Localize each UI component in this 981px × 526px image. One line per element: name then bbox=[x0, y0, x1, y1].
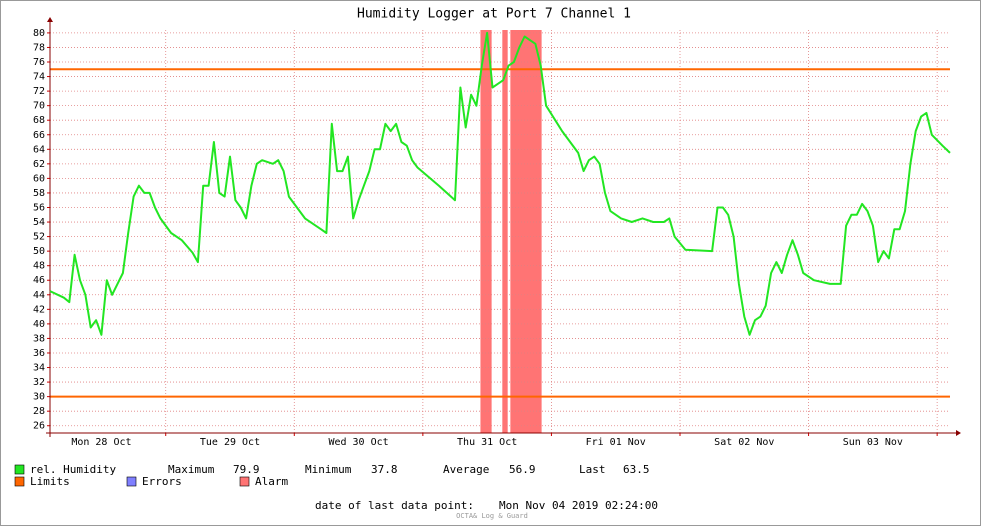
y-tick-label: 66 bbox=[33, 130, 45, 141]
stat-label: Last bbox=[579, 463, 606, 476]
x-tick-label: Mon 28 Oct bbox=[71, 437, 131, 448]
y-tick-label: 64 bbox=[33, 144, 45, 155]
legend-label: Errors bbox=[142, 475, 182, 488]
y-tick-label: 28 bbox=[33, 406, 45, 417]
y-tick-label: 70 bbox=[33, 101, 45, 112]
x-tick-label: Thu 31 Oct bbox=[457, 437, 517, 448]
chart-title: Humidity Logger at Port 7 Channel 1 bbox=[357, 7, 631, 22]
legend-swatch bbox=[239, 476, 250, 487]
y-tick-label: 74 bbox=[33, 72, 45, 83]
x-tick-label: Tue 29 Oct bbox=[200, 437, 260, 448]
footer-label: date of last data point: bbox=[315, 499, 474, 512]
alarm-band bbox=[510, 30, 542, 433]
y-tick-label: 26 bbox=[33, 421, 45, 432]
stat-value: 37.8 bbox=[371, 463, 398, 476]
y-tick-label: 56 bbox=[33, 202, 45, 213]
y-tick-label: 46 bbox=[33, 275, 45, 286]
y-tick-label: 42 bbox=[33, 304, 45, 315]
x-tick-label: Fri 01 Nov bbox=[586, 437, 646, 448]
x-tick-label: Wed 30 Oct bbox=[328, 437, 388, 448]
y-tick-label: 32 bbox=[33, 377, 45, 388]
y-tick-label: 36 bbox=[33, 348, 45, 359]
alarm-band bbox=[502, 30, 508, 433]
y-tick-label: 58 bbox=[33, 188, 45, 199]
y-tick-label: 50 bbox=[33, 246, 45, 257]
alarm-band bbox=[480, 30, 492, 433]
y-tick-label: 76 bbox=[33, 57, 45, 68]
y-tick-label: 60 bbox=[33, 173, 45, 184]
y-tick-label: 48 bbox=[33, 261, 45, 272]
stat-label: Maximum bbox=[168, 463, 215, 476]
x-tick-label: Sun 03 Nov bbox=[843, 437, 903, 448]
data-line bbox=[49, 31, 951, 336]
y-tick-label: 72 bbox=[33, 86, 45, 97]
legend-swatch bbox=[14, 464, 25, 475]
y-tick-label: 38 bbox=[33, 333, 45, 344]
stat-label: Minimum bbox=[305, 463, 352, 476]
legend-label: Limits bbox=[30, 475, 70, 488]
y-tick-label: 40 bbox=[33, 319, 45, 330]
legend-label: Alarm bbox=[255, 475, 288, 488]
y-tick-label: 68 bbox=[33, 115, 45, 126]
y-tick-label: 62 bbox=[33, 159, 45, 170]
stat-value: 79.9 bbox=[233, 463, 260, 476]
watermark: OCTA& Log & Guard bbox=[456, 512, 528, 520]
y-tick-label: 30 bbox=[33, 392, 45, 403]
legend-swatch bbox=[14, 476, 25, 487]
footer-value: Mon Nov 04 2019 02:24:00 bbox=[499, 499, 658, 512]
legend-swatch bbox=[126, 476, 137, 487]
y-tick-label: 52 bbox=[33, 232, 45, 243]
stat-label: Average bbox=[443, 463, 489, 476]
axis-arrow bbox=[47, 17, 53, 22]
stat-value: 63.5 bbox=[623, 463, 650, 476]
y-tick-label: 78 bbox=[33, 42, 45, 53]
x-tick-label: Sat 02 Nov bbox=[714, 437, 774, 448]
y-tick-label: 34 bbox=[33, 363, 45, 374]
y-tick-label: 44 bbox=[33, 290, 45, 301]
legend-label: rel. Humidity bbox=[30, 463, 116, 476]
y-tick-label: 54 bbox=[33, 217, 45, 228]
axis-arrow bbox=[956, 430, 961, 436]
y-tick-label: 80 bbox=[33, 28, 45, 39]
stat-value: 56.9 bbox=[509, 463, 536, 476]
